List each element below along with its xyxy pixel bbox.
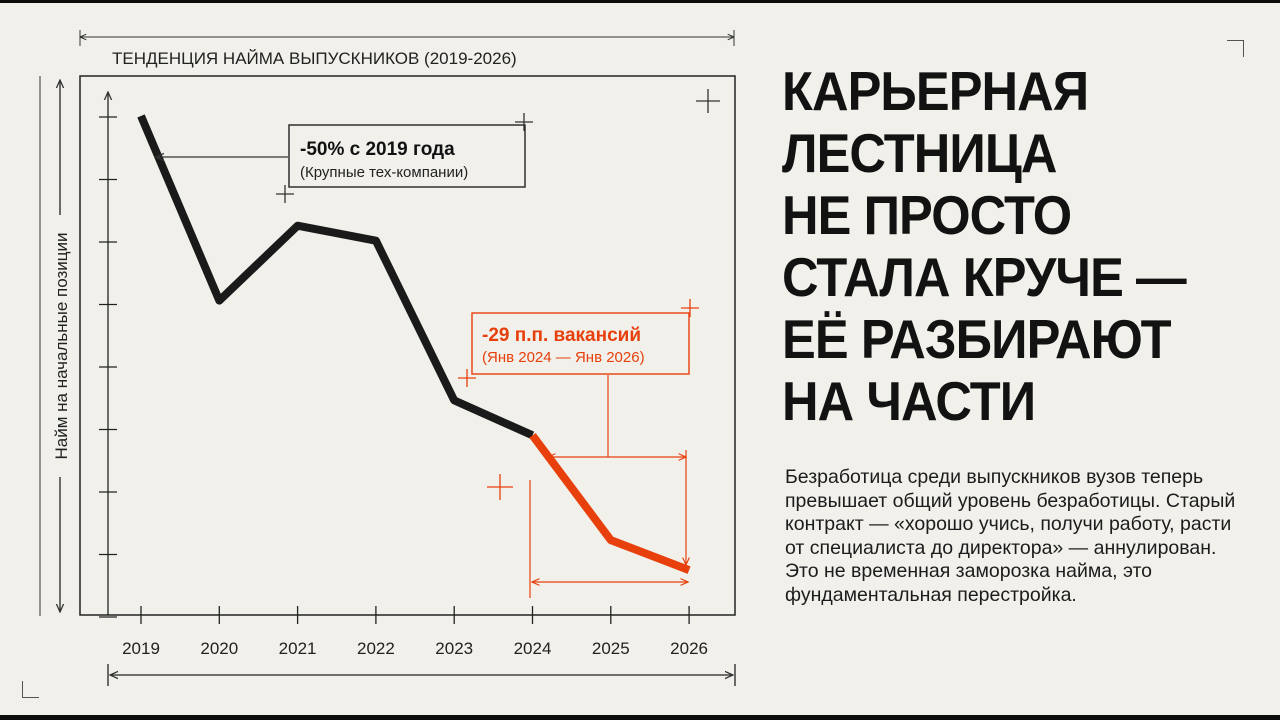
hiring-trend-line xyxy=(137,114,535,439)
crosshair-mark xyxy=(681,299,699,317)
corner-mark-top-right xyxy=(1227,40,1244,57)
x-tick-label: 2021 xyxy=(279,639,317,658)
annotation-box xyxy=(288,124,526,188)
body-paragraph: Безработица среди выпускников вузов тепе… xyxy=(785,466,1236,606)
headline-line: СТАЛА КРУЧЕ — xyxy=(782,246,1187,308)
x-tick-label: 2026 xyxy=(670,639,708,658)
chart-title: ТЕНДЕНЦИЯ НАЙМА ВЫПУСКНИКОВ (2019-2026) xyxy=(112,49,517,68)
y-label-backdrop xyxy=(52,215,74,477)
crosshair-mark xyxy=(487,474,513,500)
x-tick-label: 2023 xyxy=(435,639,473,658)
plot-area-frame xyxy=(79,75,736,616)
top-frame-bar xyxy=(0,0,1280,3)
annotation-box xyxy=(471,312,690,375)
crosshair-mark xyxy=(515,113,533,131)
x-tick-label: 2020 xyxy=(200,639,238,658)
y-axis-label: Найм на начальные позиции xyxy=(52,232,71,459)
corner-mark-bottom-left xyxy=(22,681,39,698)
hiring-trend-line-highlight xyxy=(529,432,691,574)
crosshair-mark xyxy=(276,185,294,203)
headline-line: ЕЁ РАЗБИРАЮТ xyxy=(782,308,1172,370)
x-tick-label: 2022 xyxy=(357,639,395,658)
annotation-title: -29 п.п. вакансий xyxy=(482,325,641,346)
x-tick-label: 2019 xyxy=(122,639,160,658)
annotation-title: -50% с 2019 года xyxy=(300,139,455,160)
bottom-frame-bar xyxy=(0,715,1280,720)
headline-line: КАРЬЕРНАЯ xyxy=(782,60,1089,122)
headline-line: ЛЕСТНИЦА xyxy=(782,122,1057,184)
headline: КАРЬЕРНАЯ ЛЕСТНИЦА НЕ ПРОСТО СТАЛА КРУЧЕ — Е… xyxy=(782,60,1224,432)
x-tick-label: 2025 xyxy=(592,639,630,658)
crosshair-mark xyxy=(696,89,720,113)
annotation-subtitle: (Крупные тех-компании) xyxy=(300,164,468,181)
headline-line: НА ЧАСТИ xyxy=(782,370,1036,432)
headline-line: НЕ ПРОСТО xyxy=(782,184,1072,246)
x-tick-label: 2024 xyxy=(514,639,552,658)
annotation-subtitle: (Янв 2024 — Янв 2026) xyxy=(482,349,645,366)
crosshair-mark xyxy=(458,369,476,387)
